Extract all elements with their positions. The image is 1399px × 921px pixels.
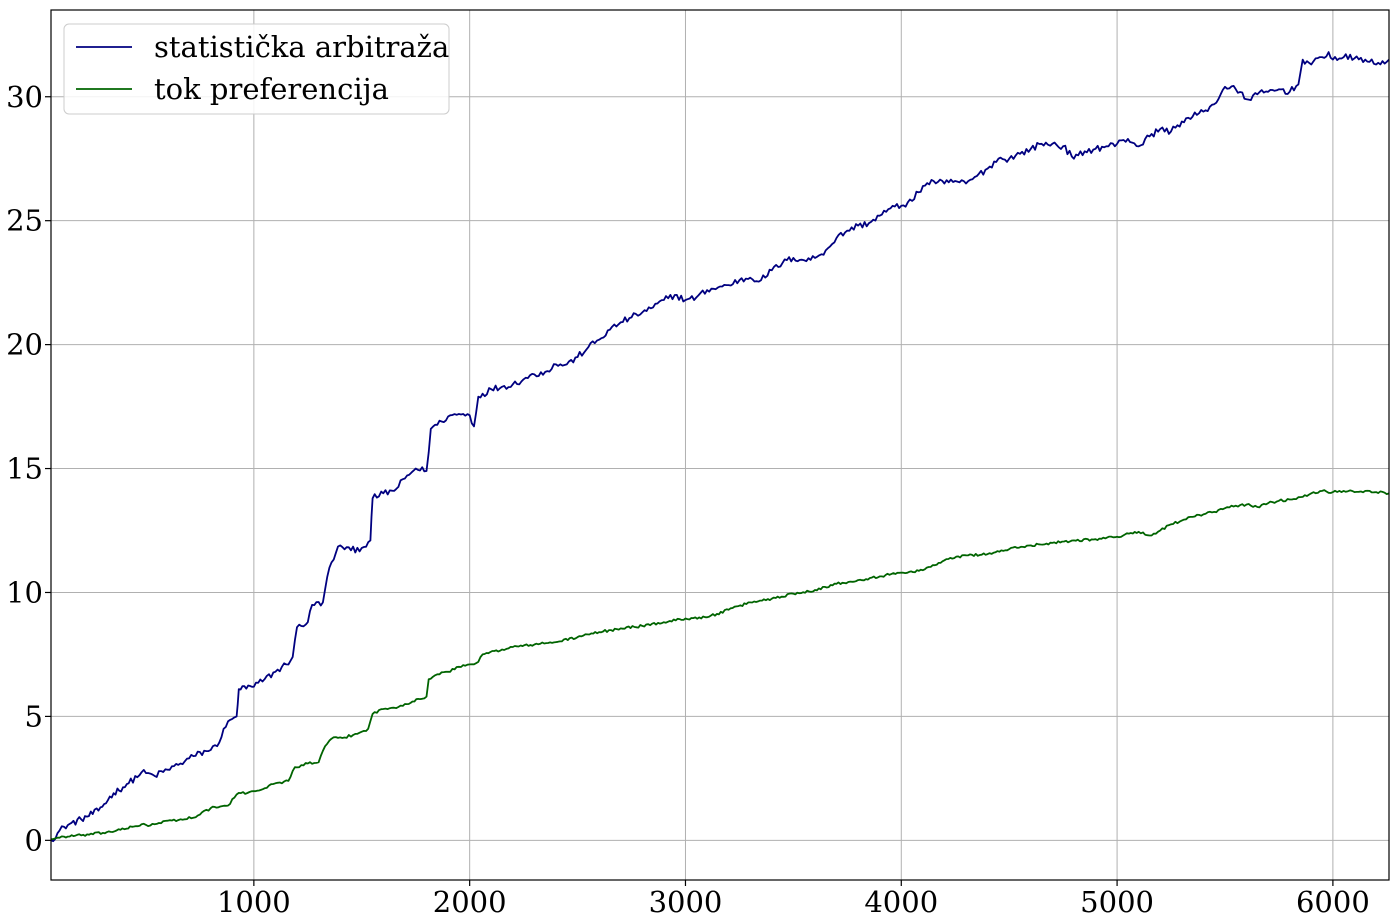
x-tick-label: 3000	[649, 885, 723, 919]
x-tick-label: 1000	[217, 885, 291, 919]
y-tick-label: 0	[25, 823, 43, 857]
series-line-2	[51, 489, 1390, 840]
y-tick-label: 5	[25, 699, 43, 733]
grid	[51, 10, 1389, 880]
series-group	[50, 51, 1390, 843]
y-tick-label: 20	[6, 328, 43, 362]
plot-frame	[50, 9, 1390, 881]
y-tick-label: 10	[6, 575, 43, 609]
x-tick-label: 6000	[1296, 885, 1370, 919]
y-tick-label: 15	[6, 452, 43, 486]
axis-ticks: 1000 2000 3000 4000 5000 6000 0 5 10 15 20 25 30	[6, 80, 1370, 919]
legend: statistička arbitraža tok preferencija	[63, 23, 450, 115]
y-tick-label: 30	[6, 80, 43, 114]
x-tick-label: 2000	[433, 885, 507, 919]
x-tick-label: 4000	[864, 885, 938, 919]
legend-label: statistička arbitraža	[154, 30, 449, 64]
legend-box	[63, 23, 450, 115]
y-tick-label: 25	[6, 204, 43, 238]
legend-label: tok preferencija	[154, 72, 389, 106]
x-tick-label: 5000	[1080, 885, 1154, 919]
series-line-1	[50, 51, 1390, 843]
